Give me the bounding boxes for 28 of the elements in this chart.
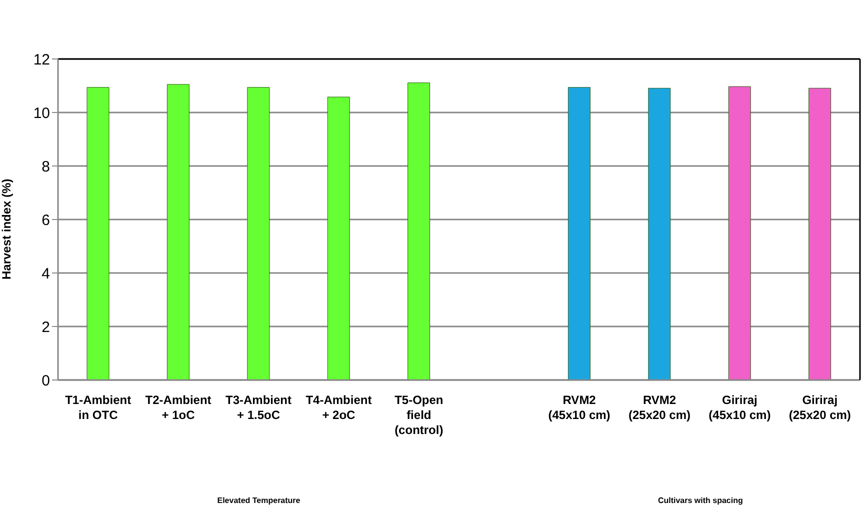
y-tick-label: 6 xyxy=(42,212,50,229)
y-tick-label: 12 xyxy=(33,51,50,68)
y-axis-title: Harvest index (%) xyxy=(0,178,14,280)
x-tick-label: T3-Ambient + 1.5oC xyxy=(226,393,292,422)
x-tick-label: Giriraj (25x20 cm) xyxy=(788,393,851,422)
bar xyxy=(728,86,751,380)
x-tick-label: T1-Ambient in OTC xyxy=(65,393,132,422)
y-tick-label: 10 xyxy=(33,104,50,122)
bar xyxy=(408,82,430,380)
y-tick-label: 2 xyxy=(42,318,50,336)
bar xyxy=(247,87,270,380)
x-tick-label: RVM2 (45x10 cm) xyxy=(548,393,610,422)
x-tick-label: T4-Ambient + 2oC xyxy=(306,393,372,422)
x-tick-label: RVM2 (25x20 cm) xyxy=(628,393,691,422)
bar xyxy=(808,88,832,380)
text: Elevated Temperature xyxy=(216,496,302,505)
y-tick-label: 8 xyxy=(42,158,50,176)
bar xyxy=(648,88,671,380)
text: Cultivars with spacing xyxy=(656,496,744,505)
x-tick-label: T5-Open field (control) xyxy=(394,393,444,437)
bar xyxy=(86,87,110,380)
bar xyxy=(166,84,190,380)
y-tick-label: 4 xyxy=(42,265,50,282)
bar xyxy=(568,87,590,380)
x-tick-label: Giriraj (45x10 cm) xyxy=(708,393,771,422)
bar xyxy=(327,96,350,380)
x-tick-label: T2-Ambient + 1oC xyxy=(145,393,212,422)
y-tick-label: 0 xyxy=(42,372,50,390)
